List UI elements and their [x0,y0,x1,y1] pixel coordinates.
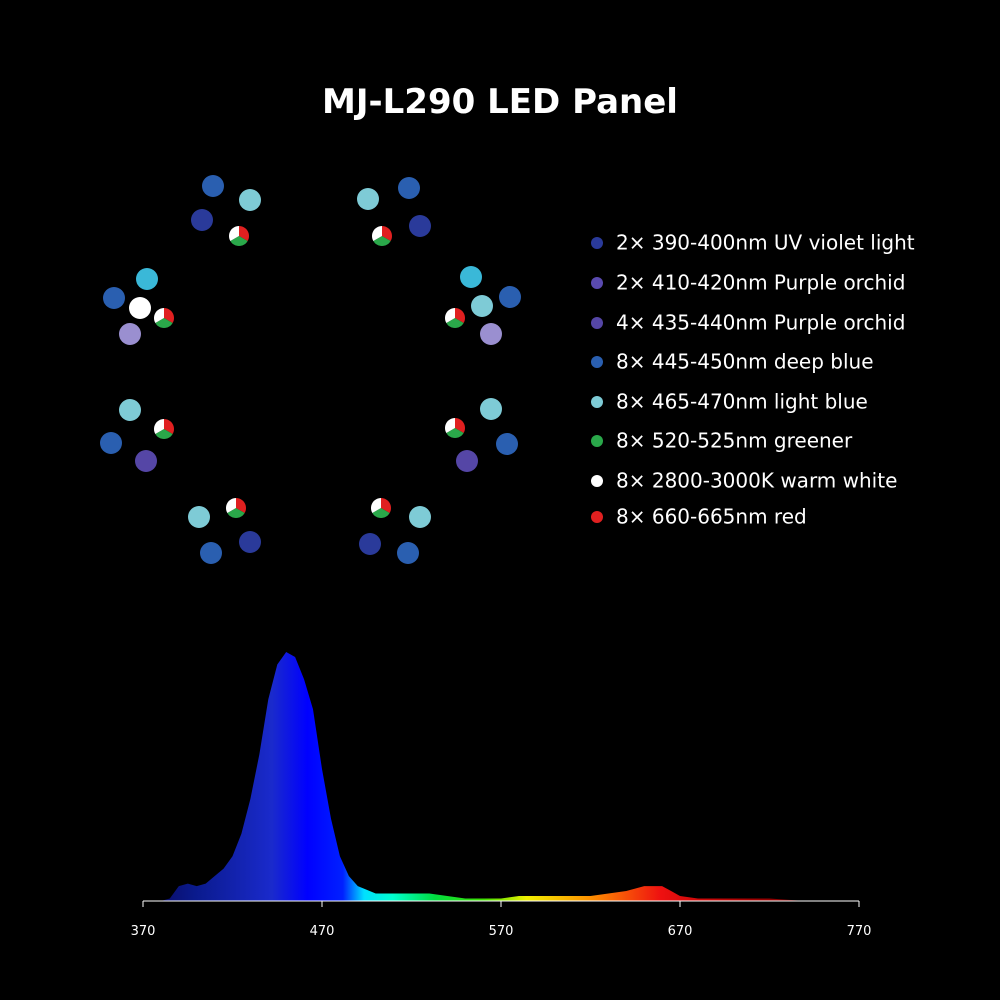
legend-dot [591,277,603,289]
led [191,209,213,231]
led [239,189,261,211]
led-tricolor [154,419,174,439]
led [357,188,379,210]
led [480,398,502,420]
led [480,323,502,345]
led [409,215,431,237]
led [135,450,157,472]
led [456,450,478,472]
legend-dot [591,396,603,408]
legend-dot [591,317,603,329]
legend-label: 8× 2800-3000K warm white [616,469,897,493]
led [100,432,122,454]
title: MJ-L290 LED Panel [322,82,678,122]
led [136,268,158,290]
led-tricolor [445,308,465,328]
legend-label: 8× 660-665nm red [616,505,807,529]
x-tick-label: 770 [847,924,872,939]
led [460,266,482,288]
legend-dot [591,475,603,487]
led [471,295,493,317]
led [129,297,151,319]
led [119,399,141,421]
led [200,542,222,564]
legend-dot [591,511,603,523]
x-tick-label: 670 [668,924,693,939]
led [397,542,419,564]
led [499,286,521,308]
legend-label: 8× 520-525nm greener [616,429,853,453]
led-tricolor [372,226,392,246]
led [103,287,125,309]
legend-dot [591,237,603,249]
led-tricolor [229,226,249,246]
led-tricolor [226,498,246,518]
legend-dot [591,356,603,368]
led-layout [100,175,521,564]
led-tricolor [445,418,465,438]
led [496,433,518,455]
led-tricolor [154,308,174,328]
led [119,323,141,345]
x-tick-label: 570 [489,924,514,939]
led [398,177,420,199]
led [409,506,431,528]
x-tick-label: 470 [310,924,335,939]
spectrum-area [151,652,859,901]
led [202,175,224,197]
led [188,506,210,528]
led [239,531,261,553]
legend-label: 8× 465-470nm light blue [616,390,868,414]
x-tick-label: 370 [131,924,156,939]
led-tricolor [371,498,391,518]
legend-label: 2× 390-400nm UV violet light [616,231,915,255]
legend-label: 4× 435-440nm Purple orchid [616,311,905,335]
legend-label: 2× 410-420nm Purple orchid [616,271,905,295]
led [359,533,381,555]
legend-dot [591,435,603,447]
legend-label: 8× 445-450nm deep blue [616,350,874,374]
